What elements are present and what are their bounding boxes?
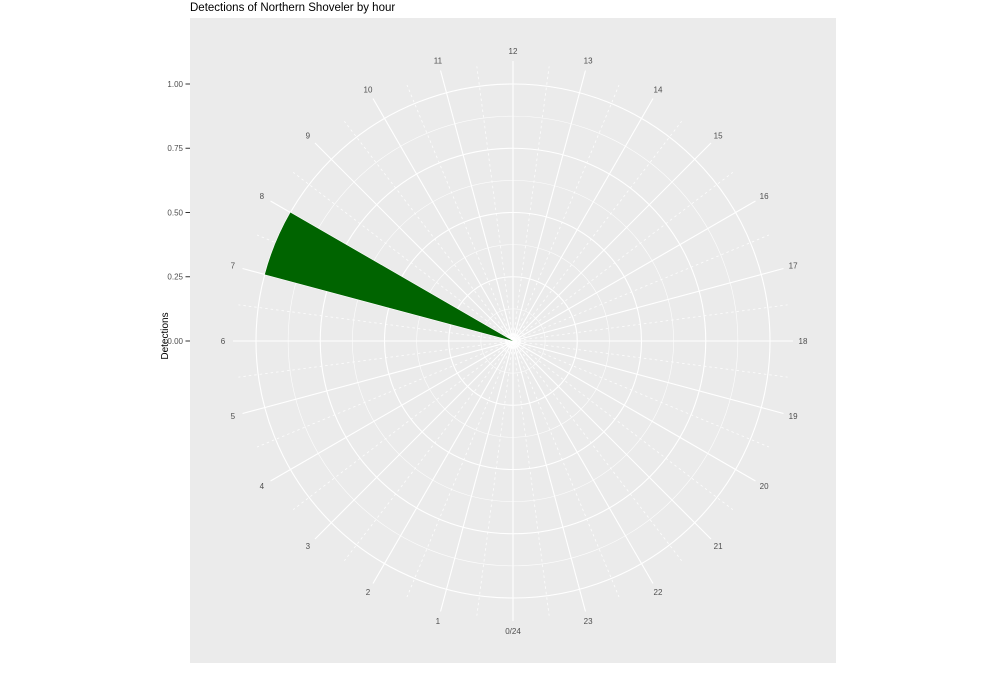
r-axis-tick-label: 0.25 [167,273,183,282]
hour-label: 16 [760,192,769,201]
theta-grid-spoke-major [512,200,756,342]
hour-label: 14 [654,86,663,95]
theta-grid-spoke-major [512,340,654,584]
theta-grid-spoke-major [242,340,514,415]
theta-grid-spoke-minor [406,84,514,342]
theta-grid-spoke-minor [406,340,514,598]
theta-grid-spoke-minor [512,304,788,342]
theta-grid-spoke-minor [512,84,620,342]
theta-grid-spoke-major [439,340,514,612]
hour-label: 3 [306,542,311,551]
hour-label: 5 [231,412,236,421]
hour-label: 11 [434,57,443,66]
theta-grid-spoke-minor [292,340,514,510]
r-axis-tick-label: 0.75 [167,144,183,153]
theta-grid-spoke-minor [344,340,514,562]
theta-grid-spoke-major [512,340,756,482]
r-axis-tick-label: 1.00 [167,80,183,89]
theta-grid-spoke-minor [512,340,788,378]
theta-grid-spoke-minor [512,340,770,448]
hour-label: 4 [260,482,265,491]
hour-label: 21 [714,542,723,551]
hour-label: 10 [364,86,373,95]
theta-grid-spoke-major [512,340,587,612]
theta-grid-spoke-major [512,340,712,540]
theta-grid-spoke-major [270,340,514,482]
theta-grid-spoke-minor [512,66,550,342]
hour-label: 19 [789,412,798,421]
theta-grid-spoke-minor [292,172,514,342]
theta-grid-spoke-major [314,340,514,540]
theta-grid-spoke-minor [512,120,682,342]
theta-grid-spoke-minor [512,340,734,510]
theta-grid-spoke-major [512,340,784,415]
hour-label: 12 [509,47,518,56]
theta-grid-spoke-major [512,267,784,342]
theta-grid-spoke-major [372,340,514,584]
hour-label: 1 [436,617,441,626]
hour-label: 20 [760,482,769,491]
r-axis-tick-label: 0.50 [167,208,183,217]
theta-grid-spoke-minor [344,120,514,342]
hour-label: 9 [306,132,311,141]
theta-grid-spoke-minor [512,234,770,342]
hour-label: 15 [714,132,723,141]
theta-grid-spoke-minor [512,340,550,616]
theta-grid-spoke-major [512,98,654,342]
hour-label: 6 [221,337,226,346]
chart-title: Detections of Northern Shoveler by hour [190,2,396,14]
hour-label: 18 [799,337,808,346]
hour-label: 8 [260,192,265,201]
hour-label: 2 [366,588,371,597]
hour-label: 17 [789,262,798,271]
theta-grid-spoke-minor [512,172,734,342]
theta-grid-spoke-major [270,200,514,342]
hour-label: 0/24 [505,627,521,636]
theta-grid-spoke-minor [238,304,514,342]
theta-grid-spoke-major [512,70,587,342]
theta-grid-spoke-minor [238,340,514,378]
hour-label: 13 [584,57,593,66]
r-axis-tick-label: 0.00 [167,337,183,346]
detection-bar-wedge [264,212,513,341]
hour-label: 23 [584,617,593,626]
theta-grid-spoke-minor [476,66,514,342]
theta-grid-spoke-major [314,142,514,342]
theta-grid-spoke-minor [512,340,682,562]
theta-grid-spoke-minor [256,340,514,448]
theta-grid-spoke-minor [512,340,620,598]
theta-grid-spoke-minor [476,340,514,616]
theta-grid-spoke-major [512,142,712,342]
hour-label: 7 [231,262,236,271]
theta-grid-spoke-major [372,98,514,342]
theta-grid-spoke-major [439,70,514,342]
hour-label: 22 [654,588,663,597]
